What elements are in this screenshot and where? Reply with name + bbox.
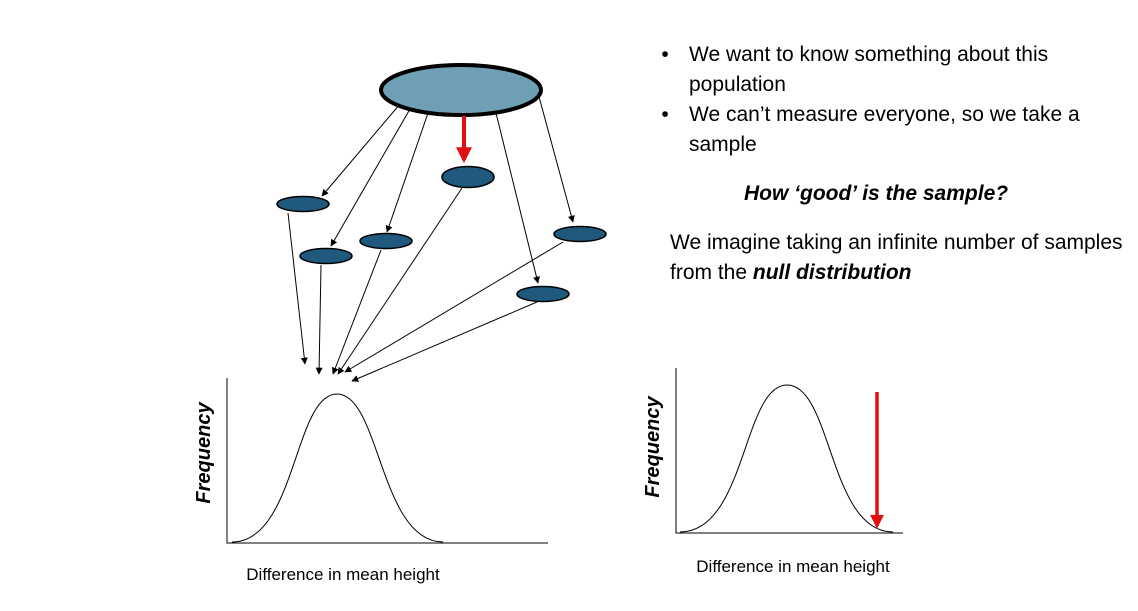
- null-distribution-statement: We imagine taking an infinite number of …: [670, 228, 1130, 288]
- sample-ellipse: [553, 225, 607, 243]
- sample-ellipses: [276, 165, 607, 303]
- sample-ellipse: [516, 285, 570, 303]
- statement-text: We imagine taking an infinite number of …: [670, 231, 1123, 284]
- bullet-dot: •: [661, 43, 669, 66]
- left-y-axis-label: Frequency: [193, 402, 215, 504]
- bullet-text: We can’t measure everyone, so we take a …: [689, 103, 1080, 156]
- right-plot: Frequency Difference in mean height: [642, 368, 903, 576]
- sample-ellipse: [441, 165, 495, 189]
- right-axes: [675, 368, 903, 534]
- right-normal-curve: [679, 384, 894, 533]
- right-y-axis-label: Frequency: [642, 396, 664, 498]
- bullet-item: • We can’t measure everyone, so we take a…: [655, 100, 1125, 160]
- sample-ellipse: [359, 232, 413, 250]
- sample-ellipse: [299, 247, 353, 265]
- bullet-dot: •: [661, 103, 669, 126]
- population-ellipse: [379, 63, 543, 117]
- left-axes: [226, 378, 548, 544]
- bullet-list: • We want to know something about this po…: [655, 40, 1125, 160]
- right-x-axis-label: Difference in mean height: [696, 557, 890, 576]
- left-x-axis-label: Difference in mean height: [246, 565, 440, 584]
- left-normal-curve: [231, 393, 444, 543]
- left-plot: Frequency Difference in mean height: [193, 378, 548, 584]
- bullet-text: We want to know something about this pop…: [689, 43, 1049, 96]
- statement-emphasis: null distribution: [752, 261, 912, 284]
- sample-to-distribution-arrows: [287, 187, 564, 382]
- population-to-sample-arrows: [321, 92, 575, 284]
- bullet-item: • We want to know something about this po…: [655, 40, 1125, 100]
- question-heading: How ‘good’ is the sample?: [744, 182, 1009, 205]
- sample-ellipse: [276, 195, 330, 213]
